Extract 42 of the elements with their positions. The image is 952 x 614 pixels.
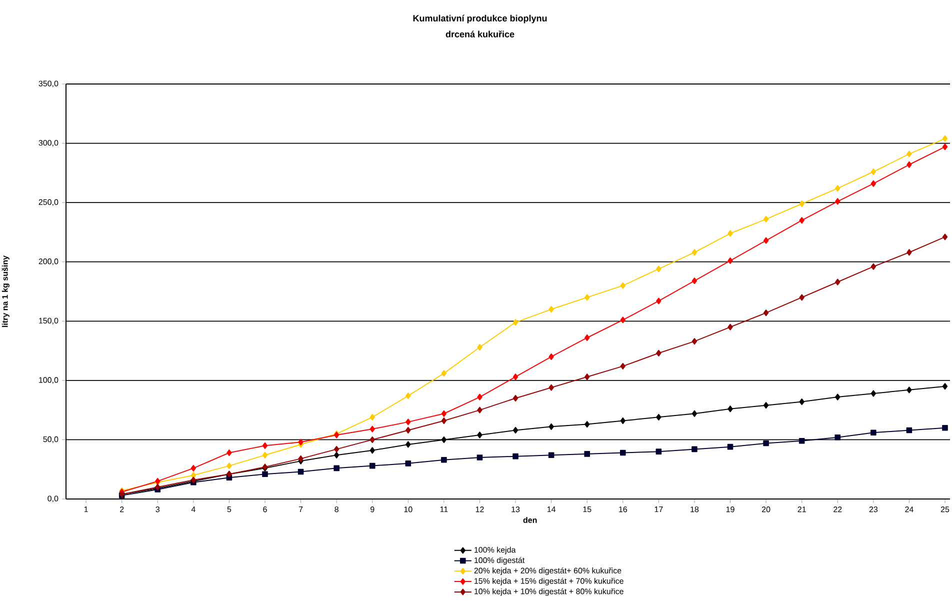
y-tick-label: 250,0 [38,199,58,206]
x-tick-label: 24 [905,506,914,512]
x-tick-label: 2 [120,506,124,512]
x-tick-label: 4 [191,506,196,512]
x-tick-label: 20 [762,506,770,512]
x-tick-label: 25 [940,506,950,512]
y-tick-label: 350,0 [38,80,58,88]
x-tick-label: 10 [404,506,412,512]
chart-title: Kumulativní produkce bioplynu [413,14,547,24]
x-tick-label: 15 [583,506,592,512]
x-tick-label: 23 [869,506,878,512]
x-tick-label: 7 [298,506,303,512]
x-tick-label: 8 [334,506,338,512]
legend-label: 15% kejda + 15% digestát + 70% kukuřice [474,578,624,586]
y-tick-label: 200,0 [38,258,58,266]
y-tick-label: 0,0 [48,496,58,502]
x-tick-label: 6 [263,506,267,512]
y-tick-label: 50,0 [43,436,58,444]
x-tick-label: 5 [227,506,232,512]
x-axis-title: den [523,517,537,523]
x-tick-label: 12 [476,506,484,512]
x-tick-label: 14 [547,506,556,512]
legend-label: 20% kejda + 20% digestát+ 60% kukuřice [474,567,622,576]
x-tick-label: 13 [512,506,520,512]
x-tick-label: 17 [654,506,663,512]
x-tick-label: 16 [619,506,627,512]
y-tick-label: 100,0 [39,377,58,384]
legend-label: 10% kejda + 10% digestát + 80% kukuřice [474,588,624,596]
x-tick-label: 3 [156,506,160,512]
y-tick-label: 300,0 [38,140,58,147]
x-tick-label: 11 [440,506,448,512]
x-tick-label: 22 [834,506,842,512]
x-tick-label: 21 [798,506,806,512]
x-tick-label: 19 [726,506,734,512]
y-tick-label: 150,0 [39,318,58,324]
legend-label: 100% kejda [474,546,516,554]
x-tick-label: 9 [370,506,374,512]
chart-subtitle: drcená kukuřice [446,30,514,38]
y-axis-title: litry na 1 kg sušiny [2,256,10,327]
legend-label: 100% digestát [474,557,525,565]
x-tick-label: 18 [690,506,699,512]
x-tick-label: 1 [84,506,88,512]
